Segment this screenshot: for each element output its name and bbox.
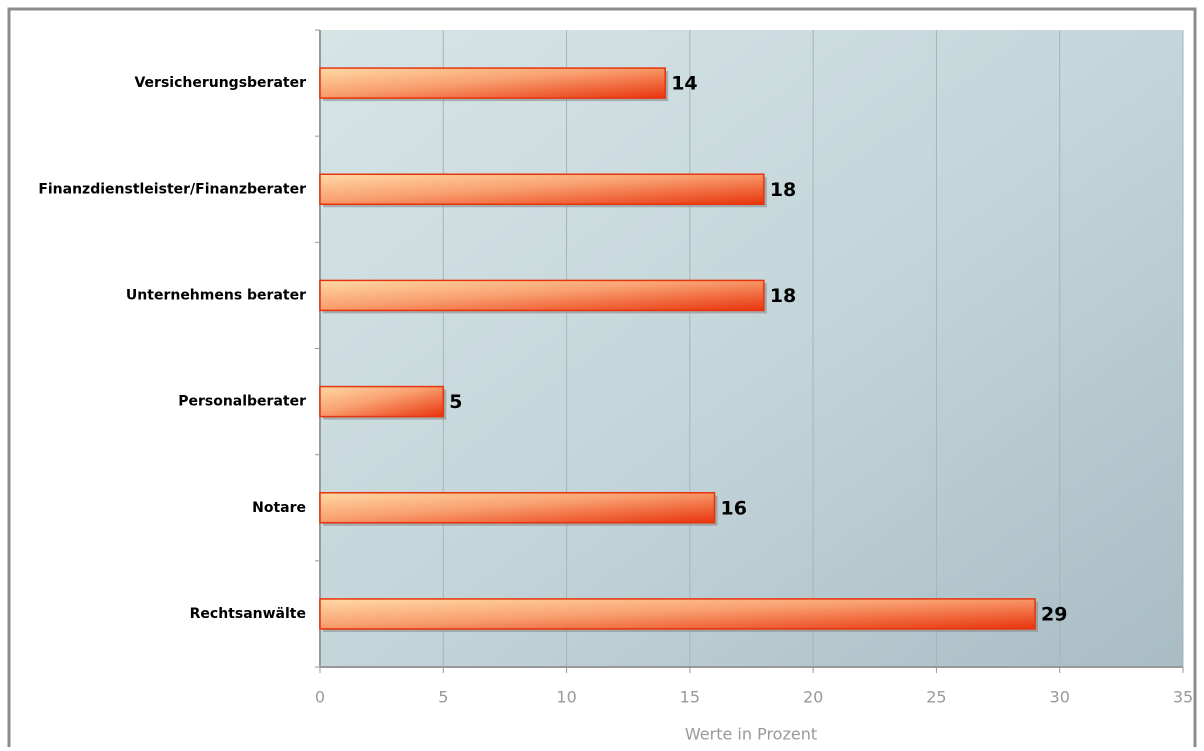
x-tick-label: 15: [680, 688, 700, 707]
y-tick-label: Rechtsanwälte: [190, 606, 306, 622]
value-label: 5: [449, 391, 462, 413]
y-tick-label: Notare: [252, 500, 306, 516]
x-tick-label: 35: [1173, 688, 1193, 707]
y-tick-label: Versicherungsberater: [134, 75, 306, 91]
x-tick-label: 5: [438, 688, 448, 707]
y-tick-label: Personalberater: [178, 394, 306, 410]
bar: [319, 279, 765, 312]
value-label: 29: [1041, 603, 1067, 625]
value-label: 16: [721, 497, 747, 519]
value-label: 18: [770, 285, 796, 307]
bar: [319, 598, 1036, 630]
x-tick-label: 25: [926, 688, 946, 707]
value-label: 18: [770, 179, 796, 201]
bar: [319, 67, 666, 99]
bar: [319, 173, 765, 205]
x-axis-label: Werte in Prozent: [685, 725, 817, 744]
bar: [319, 492, 716, 524]
bar: [319, 385, 445, 418]
y-tick-label: Unternehmens berater: [126, 287, 306, 303]
x-tick-label: 10: [556, 688, 576, 707]
x-tick-label: 20: [803, 688, 823, 707]
x-tick-label: 0: [315, 688, 325, 707]
x-tick-label: 30: [1050, 688, 1070, 707]
plot-background: [320, 30, 1183, 667]
value-label: 14: [671, 73, 697, 95]
y-tick-label: Finanzdienstleister/Finanzberater: [38, 181, 306, 197]
